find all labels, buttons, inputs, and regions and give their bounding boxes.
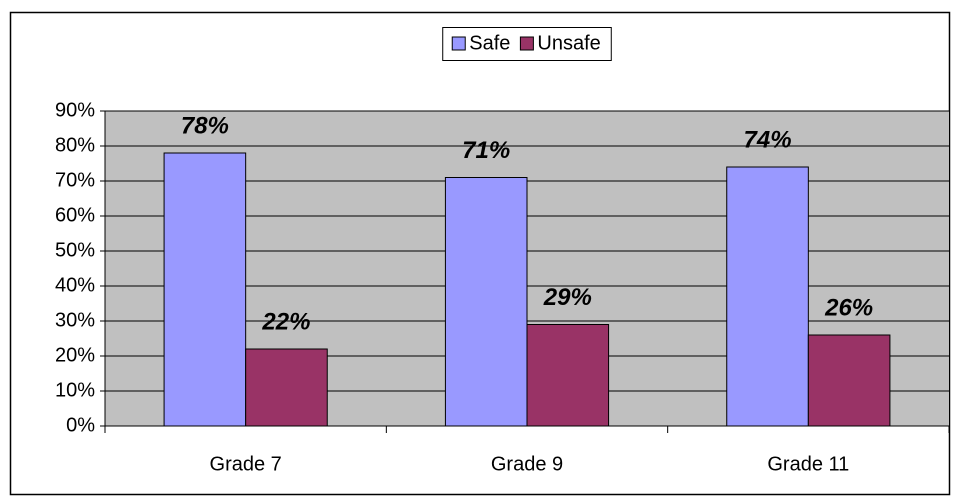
x-tick-label: Grade 9	[491, 453, 563, 475]
y-tick-label: 50%	[55, 239, 95, 261]
y-tick-label: 0%	[66, 414, 95, 436]
y-tick-label: 30%	[55, 309, 95, 331]
value-label: 22%	[261, 308, 310, 335]
legend-swatch	[519, 36, 534, 51]
y-tick-label: 90%	[55, 99, 95, 121]
bar	[444, 177, 528, 427]
value-label: 71%	[462, 137, 510, 164]
bar	[526, 324, 610, 427]
value-label: 26%	[824, 294, 873, 321]
value-label: 74%	[744, 126, 792, 153]
bar	[726, 166, 809, 427]
y-tick-label: 40%	[55, 274, 95, 296]
legend-label: Safe	[469, 32, 510, 54]
bar	[245, 348, 328, 427]
x-tick-label: Grade 7	[210, 453, 282, 475]
y-tick-label: 70%	[55, 169, 95, 191]
bar	[807, 334, 891, 427]
y-tick-label: 20%	[55, 344, 95, 366]
legend-label: Unsafe	[537, 32, 600, 54]
y-tick-label: 60%	[55, 204, 95, 226]
legend-swatch	[451, 36, 466, 51]
y-tick-label: 80%	[55, 134, 95, 156]
value-label: 78%	[181, 112, 229, 139]
x-tick-label: Grade 11	[767, 453, 849, 475]
value-label: 29%	[543, 284, 592, 311]
bar	[163, 152, 247, 427]
y-tick-label: 10%	[55, 379, 95, 401]
